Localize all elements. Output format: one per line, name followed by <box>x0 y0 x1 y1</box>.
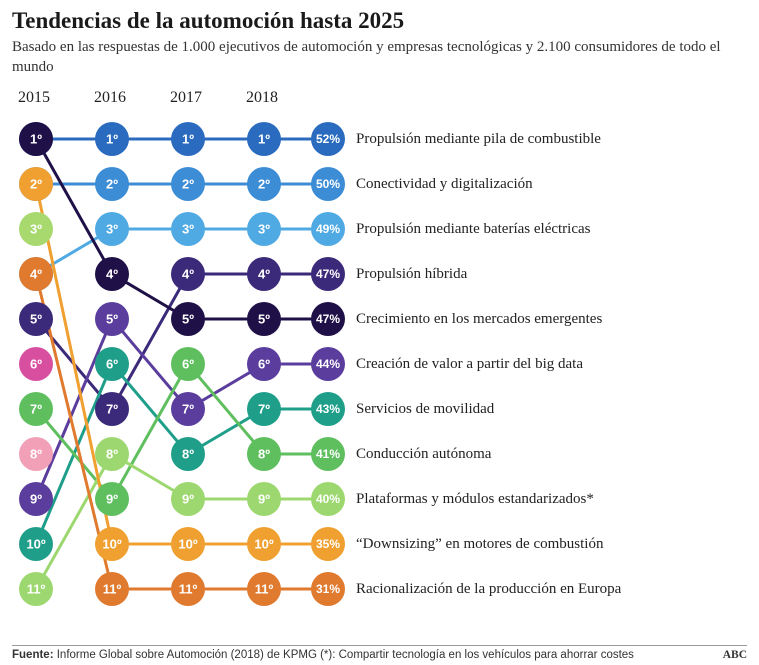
pct-text: 31% <box>316 582 340 596</box>
rank-text: 1º <box>182 132 194 147</box>
rank-text: 1º <box>106 132 118 147</box>
orphan-rank: 8º <box>30 447 42 462</box>
rank-text: 2º <box>258 177 270 192</box>
source: Fuente: Informe Global sobre Automoción … <box>12 649 634 661</box>
trend-label: Racionalización de la producción en Euro… <box>356 581 622 597</box>
rank-text: 7º <box>258 402 270 417</box>
rank-text: 9º <box>258 492 270 507</box>
rank-text: 11º <box>255 582 274 597</box>
brand: ABC <box>723 649 747 661</box>
chart-svg: 3º 6º 8º 1º 1º 1º 1º 52% Propulsión mediante pil… <box>12 117 747 637</box>
trend-label: “Downsizing” en motores de combustión <box>356 536 604 552</box>
rank-text: 6º <box>258 357 270 372</box>
pct-text: 50% <box>316 177 340 191</box>
pct-text: 44% <box>316 357 340 371</box>
rank-text: 6º <box>182 357 194 372</box>
rank-text: 10º <box>26 537 45 552</box>
rank-text: 7º <box>30 402 42 417</box>
nodes-layer: 3º 6º 8º 1º 1º 1º 1º 52% Propulsión mediante pil… <box>19 122 622 606</box>
rank-text: 8º <box>258 447 270 462</box>
rank-text: 10º <box>102 537 121 552</box>
rank-text: 2º <box>106 177 118 192</box>
rank-text: 9º <box>30 492 42 507</box>
rank-text: 8º <box>106 447 118 462</box>
chart-subtitle: Basado en las respuestas de 1.000 ejecut… <box>12 38 747 77</box>
orphan-rank: 3º <box>30 222 42 237</box>
rank-text: 2º <box>182 177 194 192</box>
rank-text: 4º <box>258 267 270 282</box>
chart-title: Tendencias de la automoción hasta 2025 <box>12 8 747 34</box>
trend-label: Propulsión mediante pila de combustible <box>356 131 601 147</box>
rank-text: 8º <box>182 447 194 462</box>
year-label: 2017 <box>170 89 202 107</box>
trend-label: Plataformas y módulos estandarizados* <box>356 491 594 507</box>
trend-label: Propulsión híbrida <box>356 266 468 282</box>
rank-text: 5º <box>182 312 194 327</box>
rank-text: 11º <box>27 582 46 597</box>
trend-label: Servicios de movilidad <box>356 401 495 417</box>
rank-text: 4º <box>30 267 42 282</box>
pct-text: 41% <box>316 447 340 461</box>
rank-text: 3º <box>182 222 194 237</box>
rank-text: 9º <box>182 492 194 507</box>
trend-label: Creación de valor a partir del big data <box>356 356 583 372</box>
year-label: 2015 <box>18 89 50 107</box>
year-label: 2018 <box>246 89 278 107</box>
rank-text: 7º <box>106 402 118 417</box>
pct-text: 40% <box>316 492 340 506</box>
pct-text: 52% <box>316 132 340 146</box>
year-label: 2016 <box>94 89 126 107</box>
trend-label: Conectividad y digitalización <box>356 176 533 192</box>
chart-footer: Fuente: Informe Global sobre Automoción … <box>12 645 747 661</box>
trend-line-platforms <box>36 454 328 589</box>
rank-text: 11º <box>179 582 198 597</box>
rank-text: 7º <box>182 402 194 417</box>
pct-text: 47% <box>316 267 340 281</box>
chart-container: Tendencias de la automoción hasta 2025 B… <box>0 0 759 665</box>
trend-label: Crecimiento en los mercados emergentes <box>356 311 602 327</box>
bump-chart: 2015 2016 2017 2018 3º 6º 8º 1º 1º 1º 1º 52% Propul… <box>12 89 747 637</box>
rank-text: 10º <box>178 537 197 552</box>
trend-label: Propulsión mediante baterías eléctricas <box>356 221 591 237</box>
rank-text: 6º <box>106 357 118 372</box>
rank-text: 2º <box>30 177 42 192</box>
rank-text: 10º <box>254 537 273 552</box>
rank-text: 11º <box>103 582 122 597</box>
rank-text: 5º <box>106 312 118 327</box>
rank-text: 5º <box>30 312 42 327</box>
pct-text: 49% <box>316 222 340 236</box>
year-axis: 2015 2016 2017 2018 <box>12 89 747 111</box>
rank-text: 4º <box>106 267 118 282</box>
source-label: Fuente: <box>12 649 54 661</box>
pct-text: 43% <box>316 402 340 416</box>
orphan-rank: 6º <box>30 357 42 372</box>
rank-text: 9º <box>106 492 118 507</box>
pct-text: 35% <box>316 537 340 551</box>
rank-text: 4º <box>182 267 194 282</box>
rank-text: 1º <box>30 132 42 147</box>
rank-text: 3º <box>258 222 270 237</box>
source-text: Informe Global sobre Automoción (2018) d… <box>57 649 634 661</box>
trend-label: Conducción autónoma <box>356 446 492 462</box>
pct-text: 47% <box>316 312 340 326</box>
rank-text: 1º <box>258 132 270 147</box>
rank-text: 3º <box>106 222 118 237</box>
rank-text: 5º <box>258 312 270 327</box>
